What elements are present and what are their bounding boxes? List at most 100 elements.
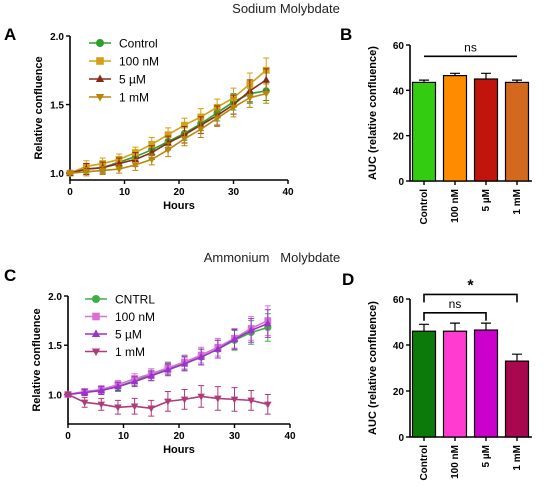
error-bar (512, 79, 522, 83)
panel-label-c: C (4, 266, 16, 285)
data-point (66, 170, 74, 178)
legend-entry: 1 mM (85, 345, 145, 359)
x-tick-label: 40 (284, 431, 296, 442)
data-point (247, 326, 255, 334)
data-point (229, 104, 238, 112)
axes: 0 10 20 30 40 1.0 1.5 2.0 Hours Relative confluen… (31, 292, 296, 456)
bar (411, 81, 437, 182)
data-point (247, 397, 255, 405)
x-axis-label: Hours (163, 200, 195, 212)
series-2 (66, 57, 270, 177)
legend-entry: 1 mM (89, 91, 149, 105)
x-tick-label: 0 (67, 187, 73, 198)
legend-label: Control (119, 37, 158, 51)
data-point (64, 391, 72, 399)
y-tick-label: 0 (398, 433, 404, 444)
data-point (131, 155, 140, 163)
data-point (130, 377, 139, 385)
significance-label: ns (449, 297, 462, 311)
error-bar (450, 72, 460, 76)
legend-entry: CNTRL (85, 293, 155, 307)
section-title-ammonium: Ammonium Molybdate (204, 250, 341, 265)
error-bar (512, 353, 522, 362)
x-tick-label: 0 (65, 431, 71, 442)
series-1 (64, 313, 272, 399)
x-tick-label: Control (419, 189, 430, 225)
legend-marker (92, 312, 100, 321)
data-point (214, 395, 222, 403)
data-point (230, 396, 239, 404)
legend-marker (96, 39, 104, 47)
bar-chart-sodium: 0 20 40 60 AUC (relative confluence) Control 1… (367, 40, 532, 225)
legend-label: 1 mM (119, 91, 149, 105)
data-point (131, 162, 140, 169)
line-chart-sodium: 0 10 20 30 40 1.0 1.5 2.0 Hours Relative confluen… (33, 32, 294, 212)
x-tick-label: Control (419, 445, 430, 481)
x-tick-label: 20 (173, 431, 185, 442)
data-point (246, 94, 254, 102)
data-point (97, 386, 106, 394)
legend-entry: 5 µM (89, 73, 146, 87)
data-point (230, 335, 239, 343)
legend-marker (95, 74, 105, 83)
legend-label: 5 µM (119, 73, 146, 87)
y-tick-label: 40 (393, 86, 405, 97)
bar (442, 74, 468, 182)
legend-marker (96, 57, 104, 65)
bar (442, 330, 468, 438)
line-chart-ammonium: 0 10 20 30 40 1.0 1.5 2.0 Hours Relative confluen… (31, 292, 296, 456)
error-bar (419, 79, 429, 83)
y-tick-label: 60 (393, 295, 405, 306)
bar (473, 78, 499, 182)
legend-label: CNTRL (115, 293, 155, 307)
data-point (98, 167, 107, 175)
legend-entry: 5 µM (85, 328, 142, 342)
data-point (130, 403, 139, 411)
series-line (69, 69, 267, 174)
bar (504, 360, 530, 438)
data-point (164, 147, 172, 154)
legend-label: 1 mM (115, 345, 145, 359)
data-point (180, 359, 189, 367)
x-tick-label: 100 nM (450, 189, 461, 223)
error-bar (481, 322, 491, 331)
x-tick-label: 5 µM (481, 445, 492, 467)
series-line (69, 79, 267, 174)
data-point (80, 388, 89, 396)
data-point (180, 136, 189, 143)
significance-bracket (423, 312, 487, 321)
y-tick-label: 1.5 (48, 341, 62, 352)
series-4 (64, 385, 272, 417)
y-axis-label: AUC (relative confluence) (367, 301, 379, 435)
significance-bracket (423, 293, 518, 303)
legend-entry: 100 nM (89, 55, 159, 69)
y-axis-label: AUC (relative confluence) (367, 46, 379, 180)
data-point (213, 115, 221, 123)
data-point (264, 401, 272, 409)
data-point (80, 399, 89, 407)
y-tick-label: 2.0 (48, 292, 62, 303)
y-tick-label: 40 (393, 341, 405, 352)
data-point (115, 166, 123, 174)
data-point (164, 365, 172, 373)
data-point (197, 126, 205, 134)
data-point (264, 319, 272, 327)
panel-label-d: D (342, 270, 354, 289)
data-point (147, 405, 155, 413)
data-point (262, 90, 270, 98)
error-bar (481, 72, 491, 79)
significance-label: * (467, 277, 474, 294)
data-point (147, 371, 155, 379)
x-tick-label: 1 mM (512, 445, 523, 471)
x-tick-label: 10 (119, 187, 131, 198)
section-title-sodium: Sodium Molybdate (232, 1, 340, 16)
y-tick-label: 20 (393, 387, 405, 398)
y-tick-label: 1.0 (48, 390, 62, 401)
y-axis-label: Relative confluence (31, 308, 43, 411)
error-bar (450, 322, 460, 332)
legend-entry: 100 nM (85, 310, 155, 324)
series-line (67, 319, 269, 396)
data-point (97, 401, 106, 409)
bar (411, 330, 437, 438)
